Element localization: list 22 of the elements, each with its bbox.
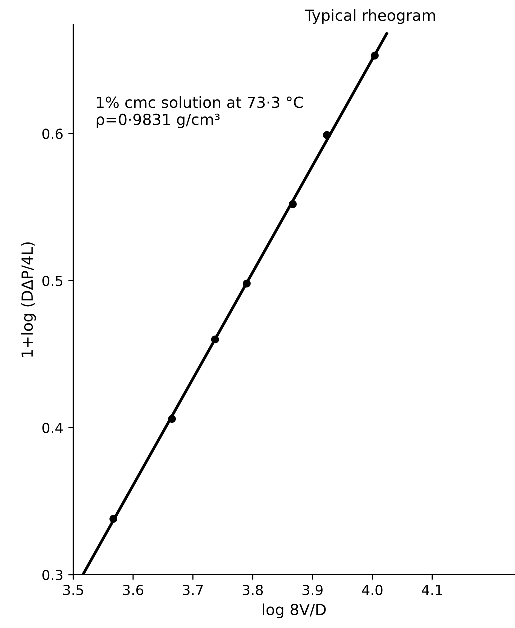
x-tick-label: 3.8 xyxy=(242,584,264,596)
point xyxy=(168,415,176,424)
x-tick-label: 4.1 xyxy=(422,585,442,596)
chart-title: Typical rheogram xyxy=(305,9,436,24)
y-tick-label: 0.5 xyxy=(42,276,63,286)
point xyxy=(110,515,118,524)
point xyxy=(211,336,220,344)
x-tick-label: 3.5 xyxy=(64,584,84,596)
x-tick-label: 3.9 xyxy=(302,584,323,596)
point xyxy=(289,200,298,208)
point xyxy=(371,52,379,60)
x-axis-title: log 8V/D xyxy=(263,604,326,619)
x-tick-label: 4.0 xyxy=(362,584,383,596)
annotation: 1% cmc solution at 73·3 °C ρ=0·9831 g/cm³ xyxy=(96,96,304,128)
y-axis-title: 1+log (DΔP/4L) xyxy=(21,242,36,358)
point xyxy=(243,280,251,288)
y-tick-label: 0.6 xyxy=(42,128,63,140)
point xyxy=(323,131,332,140)
x-tick-label: 3.7 xyxy=(183,584,204,596)
x-tick-label: 3.6 xyxy=(123,584,144,596)
y-tick-label: 0.3 xyxy=(42,570,63,580)
y-tick-label: 0.4 xyxy=(42,422,63,434)
